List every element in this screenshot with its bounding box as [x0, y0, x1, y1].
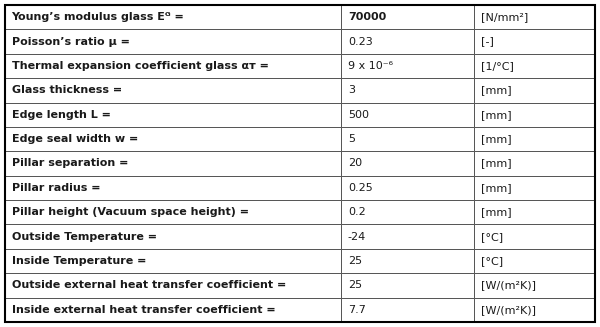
Text: 3: 3	[348, 85, 355, 95]
Text: [mm]: [mm]	[481, 207, 511, 217]
Text: 25: 25	[348, 281, 362, 290]
Bar	[474, 273, 595, 298]
Text: [W/(m²K)]: [W/(m²K)]	[481, 305, 536, 315]
Bar	[5, 176, 341, 200]
Bar	[5, 103, 341, 127]
Bar	[474, 224, 595, 249]
Bar	[5, 200, 341, 224]
Text: [mm]: [mm]	[481, 85, 511, 95]
Bar	[341, 224, 474, 249]
Text: 9 x 10⁻⁶: 9 x 10⁻⁶	[348, 61, 393, 71]
Text: [W/(m²K)]: [W/(m²K)]	[481, 281, 536, 290]
Bar	[5, 127, 341, 151]
Text: 7.7: 7.7	[348, 305, 366, 315]
Bar	[341, 54, 474, 78]
Text: 25: 25	[348, 256, 362, 266]
Bar	[5, 298, 341, 322]
Text: 500: 500	[348, 110, 369, 120]
Bar	[474, 29, 595, 54]
Text: 5: 5	[348, 134, 355, 144]
Text: [mm]: [mm]	[481, 110, 511, 120]
Text: Poisson’s ratio μ =: Poisson’s ratio μ =	[11, 37, 130, 46]
Text: Glass thickness =: Glass thickness =	[11, 85, 122, 95]
Text: Thermal expansion coefficient glass αᴛ =: Thermal expansion coefficient glass αᴛ =	[11, 61, 268, 71]
Bar	[341, 176, 474, 200]
Text: 0.23: 0.23	[348, 37, 373, 46]
Text: Edge seal width w =: Edge seal width w =	[11, 134, 138, 144]
Text: [mm]: [mm]	[481, 183, 511, 193]
Bar	[341, 127, 474, 151]
Text: 0.2: 0.2	[348, 207, 365, 217]
Bar	[341, 151, 474, 176]
Bar	[474, 54, 595, 78]
Text: Pillar height (Vacuum space height) =: Pillar height (Vacuum space height) =	[11, 207, 248, 217]
Text: Outside external heat transfer coefficient =: Outside external heat transfer coefficie…	[11, 281, 286, 290]
Bar	[474, 298, 595, 322]
Bar	[341, 29, 474, 54]
Text: -24: -24	[348, 232, 366, 242]
Text: Young’s modulus glass Eᴳ =: Young’s modulus glass Eᴳ =	[11, 12, 184, 22]
Bar	[341, 78, 474, 103]
Bar	[5, 224, 341, 249]
Text: 70000: 70000	[348, 12, 386, 22]
Bar	[5, 78, 341, 103]
Text: Edge length L =: Edge length L =	[11, 110, 110, 120]
Bar	[474, 5, 595, 29]
Text: [°C]: [°C]	[481, 256, 503, 266]
Bar	[5, 54, 341, 78]
Bar	[474, 151, 595, 176]
Bar	[5, 5, 341, 29]
Bar	[341, 298, 474, 322]
Bar	[341, 103, 474, 127]
Bar	[474, 249, 595, 273]
Text: Pillar separation =: Pillar separation =	[11, 159, 128, 168]
Bar	[5, 273, 341, 298]
Bar	[5, 151, 341, 176]
Bar	[474, 78, 595, 103]
Text: Inside external heat transfer coefficient =: Inside external heat transfer coefficien…	[11, 305, 275, 315]
Text: 0.25: 0.25	[348, 183, 373, 193]
Bar	[474, 127, 595, 151]
Text: 20: 20	[348, 159, 362, 168]
Bar	[341, 200, 474, 224]
Bar	[341, 249, 474, 273]
Text: [mm]: [mm]	[481, 159, 511, 168]
Text: Inside Temperature =: Inside Temperature =	[11, 256, 146, 266]
Bar	[5, 249, 341, 273]
Text: Outside Temperature =: Outside Temperature =	[11, 232, 157, 242]
Text: [-]: [-]	[481, 37, 493, 46]
Text: [mm]: [mm]	[481, 134, 511, 144]
Bar	[5, 29, 341, 54]
Bar	[341, 273, 474, 298]
Text: [N/mm²]: [N/mm²]	[481, 12, 528, 22]
Bar	[341, 5, 474, 29]
Text: Pillar radius =: Pillar radius =	[11, 183, 100, 193]
Text: [°C]: [°C]	[481, 232, 503, 242]
Text: [1/°C]: [1/°C]	[481, 61, 514, 71]
Bar	[474, 176, 595, 200]
Bar	[474, 103, 595, 127]
Bar	[474, 200, 595, 224]
